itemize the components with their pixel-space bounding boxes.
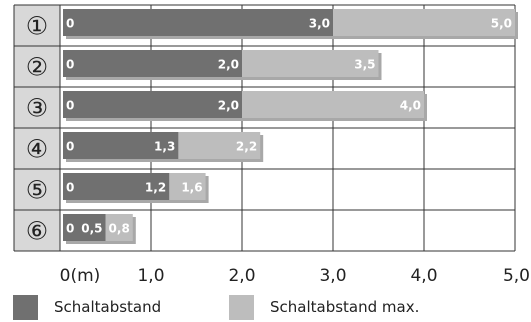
legend-swatch-max — [229, 294, 254, 320]
bar-primary — [63, 50, 242, 77]
bar-max-label: 2,2 — [236, 140, 257, 154]
bar-start-label: 0 — [66, 58, 74, 72]
bar-primary-label: 1,2 — [145, 181, 166, 195]
bar-max-label: 3,5 — [354, 58, 375, 72]
bar-max-label: 5,0 — [491, 17, 512, 31]
x-tick-label: 5,0 — [503, 266, 530, 286]
legend-label-primary: Schaltabstand — [54, 298, 162, 316]
bar-max-label: 4,0 — [400, 99, 421, 113]
legend-item-max: Schaltabstand max. — [229, 294, 419, 320]
category-label: ① — [26, 12, 48, 41]
legend-label-max: Schaltabstand max. — [270, 298, 420, 316]
legend-item-primary: Schaltabstand — [13, 294, 161, 320]
bar-max-label: 1,6 — [181, 181, 202, 195]
x-tick-label: 3,0 — [319, 266, 346, 286]
category-label: ② — [26, 53, 48, 82]
bar-start-label: 0 — [66, 140, 74, 154]
bar-primary-label: 2,0 — [218, 58, 239, 72]
legend-swatch-primary — [13, 294, 38, 320]
category-label: ③ — [26, 94, 48, 123]
category-label: ⑥ — [26, 217, 48, 246]
bar-start-label: 0 — [66, 181, 74, 195]
bar-start-label: 0 — [66, 17, 74, 31]
x-tick-label: 4,0 — [410, 266, 437, 286]
category-label: ④ — [26, 135, 48, 164]
bar-start-label: 0 — [66, 99, 74, 113]
bar-primary — [63, 132, 179, 159]
bar-primary-label: 3,0 — [309, 17, 330, 31]
bar-primary-label: 0,5 — [81, 222, 102, 236]
bar-primary — [63, 91, 242, 118]
x-tick-label: 1,0 — [137, 266, 164, 286]
chart: 0 3,0 5,0 ① 0 2,0 3,5 ② 0 2,0 4,0 ③ 0 1,3 2,2 ④ 0 1,2 1,6 ⑤… — [13, 4, 530, 286]
category-label: ⑤ — [26, 176, 48, 205]
bar-primary — [63, 214, 106, 241]
bar-start-label: 0 — [66, 222, 74, 236]
bar-max-label: 0,8 — [109, 222, 130, 236]
bar-primary — [63, 173, 170, 200]
x-tick-label: 2,0 — [228, 266, 255, 286]
bar-primary — [63, 9, 333, 36]
bar-primary-label: 2,0 — [218, 99, 239, 113]
bar-primary-label: 1,3 — [154, 140, 175, 154]
x-tick-label: 0(m) — [60, 266, 101, 286]
